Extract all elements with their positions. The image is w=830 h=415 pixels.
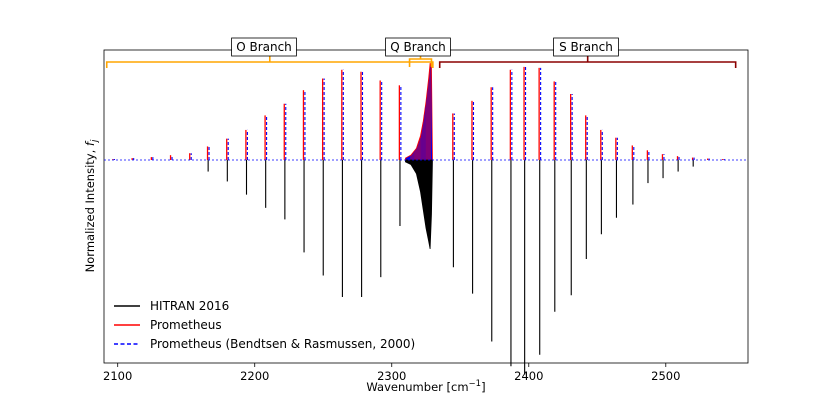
branch-label-box	[231, 37, 297, 57]
legend-label: HITRAN 2016	[150, 299, 229, 313]
x-tick-label: 2200	[240, 369, 269, 383]
x-tick-label: 2100	[103, 369, 132, 383]
spectrum-lines	[112, 62, 725, 375]
y-axis-label-sub: j	[90, 139, 100, 143]
legend: HITRAN 2016 Prometheus Prometheus (Bendtse…	[114, 299, 415, 351]
branch-label: O Branch	[236, 40, 292, 54]
x-axis-label-main: Wavenumber [cm	[366, 380, 468, 394]
q-branch-prometheus	[405, 62, 433, 161]
branch-label-box	[553, 37, 619, 57]
x-axis-label-sup: −1	[469, 379, 482, 389]
x-axis-label-end: ]	[481, 380, 486, 394]
branch-label: Q Branch	[390, 40, 446, 54]
y-axis-label-main: Normalized Intensity,	[83, 146, 97, 272]
branch-label-box	[385, 37, 451, 57]
q-branch-hitran	[405, 159, 433, 250]
y-axis-label: Normalized Intensity, fj	[83, 139, 100, 272]
legend-label: Prometheus (Bendtsen & Rasmussen, 2000)	[150, 337, 415, 351]
x-tick-label: 2500	[651, 369, 680, 383]
x-tick-label: 2300	[377, 369, 406, 383]
branch-label: S Branch	[559, 40, 613, 54]
x-tick-label: 2400	[514, 369, 543, 383]
x-axis-label: Wavenumber [cm−1]	[366, 379, 485, 394]
legend-label: Prometheus	[150, 318, 222, 332]
branch-brackets: O Branch Q Branch S Branch	[105, 37, 737, 68]
y-axis-label-italic: f	[83, 140, 97, 146]
x-axis-ticks: 2100 2200 2300 2400 2500	[103, 363, 680, 383]
